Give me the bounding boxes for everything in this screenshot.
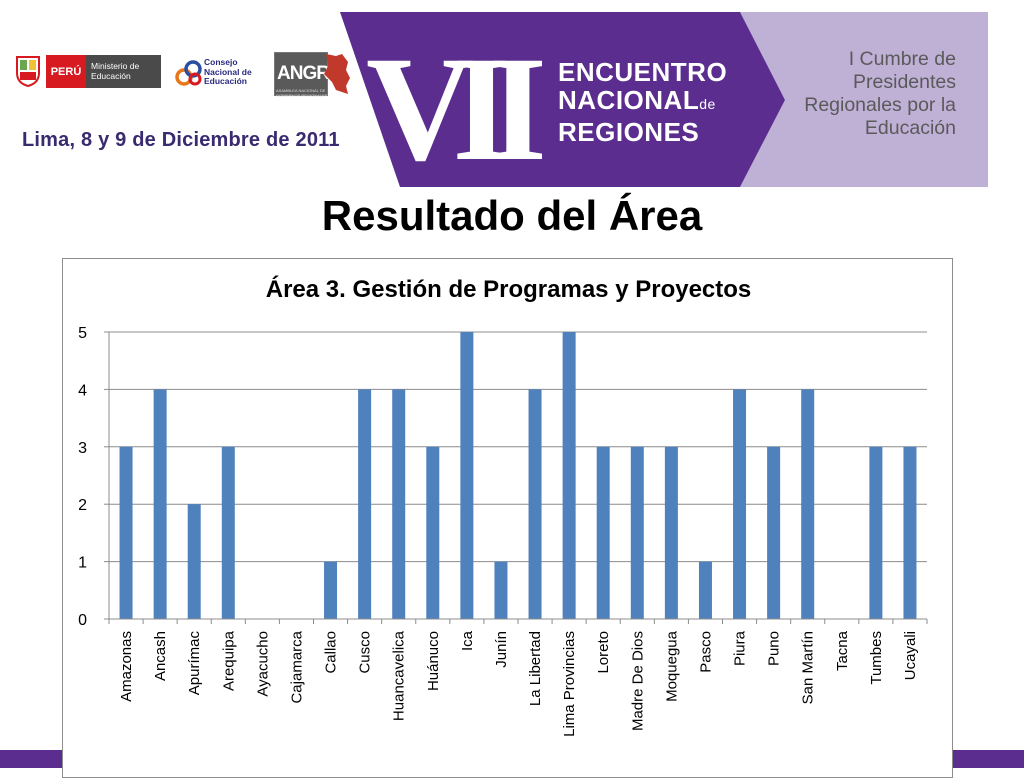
banner-line-3: REGIONES [558, 117, 700, 147]
bar [767, 446, 781, 619]
x-tick-label: La Libertad [527, 631, 544, 706]
bar [698, 561, 712, 619]
x-tick-label: Loreto [595, 631, 612, 674]
x-tick-label: Tacna [834, 630, 851, 671]
bar [733, 389, 747, 619]
x-tick-label: Callao [323, 631, 340, 674]
bar [153, 389, 167, 619]
peru-map-icon [324, 54, 350, 94]
chart-title: Área 3. Gestión de Programas y Proyectos [265, 276, 752, 303]
y-tick-label: 4 [78, 382, 87, 399]
bar [528, 389, 542, 619]
event-banner: VII ENCUENTRO NACIONALde REGIONES I Cumb… [340, 12, 988, 187]
x-tick-label: Huancavelica [391, 630, 408, 721]
y-tick-label: 2 [78, 497, 87, 514]
x-tick-label: Piura [732, 630, 749, 666]
angr-label: ANGR [274, 52, 330, 96]
banner-line-1: ENCUENTRO [558, 57, 728, 87]
angr-logo: ANGR ASAMBLEA NACIONAL DE GOBIERNOS REGI… [274, 52, 354, 100]
angr-sublabel: ASAMBLEA NACIONAL DE GOBIERNOS REGIONALE… [276, 88, 328, 98]
x-tick-label: Junín [493, 631, 510, 668]
x-tick-label: Cajamarca [288, 630, 305, 703]
consejo-nacional-educacion-logo: Consejo Nacional de Educación [174, 52, 274, 92]
x-tick-label: Ica [459, 630, 476, 651]
peru-label: PERÚ [46, 55, 86, 88]
bar [426, 446, 440, 619]
y-tick-label: 5 [78, 325, 87, 342]
ministerio-label: Ministerio de Educación [86, 55, 161, 88]
bar-chart: 0 1 2 3 4 5 Amazonas Ancash Apurímac Arequipa Ayac… [78, 325, 928, 737]
banner-side-text: I Cumbre de Presidentes Regionales por l… [804, 48, 956, 139]
banner-event-name: ENCUENTRO NACIONALde REGIONES [558, 58, 727, 146]
x-tick-label: Apurímac [186, 631, 203, 696]
event-date: Lima, 8 y 9 de Diciembre de 2011 [22, 129, 340, 151]
bar [903, 446, 917, 619]
y-tick-label: 3 [78, 440, 87, 457]
cne-rings-icon [175, 60, 202, 86]
banner-line-2-suffix: de [699, 96, 716, 112]
bar [358, 389, 372, 619]
footer-bar-right [953, 750, 1024, 768]
page-title: Resultado del Área [321, 192, 703, 239]
banner-numeral: VII [366, 26, 547, 192]
bar [664, 446, 678, 619]
bar [460, 332, 474, 619]
bar [562, 332, 576, 619]
cne-label: Consejo Nacional de Educación [204, 57, 252, 86]
bar [630, 446, 644, 619]
x-tick-label: Pasco [697, 631, 714, 673]
bar [392, 389, 406, 619]
y-tick-label: 1 [78, 555, 87, 572]
x-tick-label: Tumbes [868, 631, 885, 685]
bar [801, 389, 815, 619]
banner-line-2-main: NACIONAL [558, 85, 700, 115]
bar [187, 504, 201, 619]
footer-bar-left [0, 750, 62, 768]
x-tick-label: Arequipa [220, 630, 237, 691]
x-tick-label: Puno [766, 631, 783, 666]
bar [324, 561, 338, 619]
x-tick-label: Ucayali [902, 631, 919, 680]
bar [869, 446, 883, 619]
x-tick-label: Ancash [152, 631, 169, 681]
chart-frame: Área 3. Gestión de Programas y Proyectos… [62, 258, 953, 778]
x-tick-label: Ayacucho [254, 631, 271, 697]
x-tick-label: Madre De Dios [629, 631, 646, 731]
x-tick-label: Lima Provincias [561, 631, 578, 737]
bar [494, 561, 508, 619]
bar [596, 446, 610, 619]
bar [119, 446, 133, 619]
x-tick-label: Moquegua [663, 630, 680, 702]
peru-shield-icon [16, 56, 40, 87]
bar [221, 446, 235, 619]
banner-line-2: NACIONALde [558, 86, 727, 118]
banner-background [340, 12, 988, 187]
x-tick-label: Amazonas [118, 631, 135, 702]
y-tick-label: 0 [78, 612, 87, 629]
x-tick-label: Cusco [357, 631, 374, 674]
x-tick-label: Huánuco [425, 631, 442, 691]
x-tick-label: San Martín [800, 631, 817, 704]
ministerio-educacion-logo: PERÚ Ministerio de Educación [14, 52, 161, 90]
